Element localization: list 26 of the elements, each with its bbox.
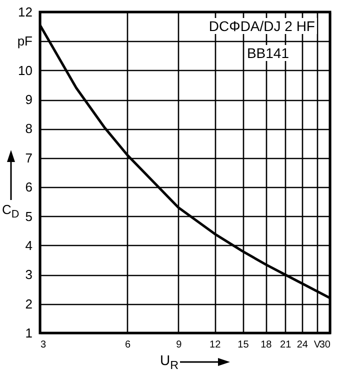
y-tick-label: 8 bbox=[25, 121, 32, 136]
y-tick-label: 7 bbox=[25, 150, 32, 166]
x-tick-label: 18 bbox=[260, 340, 272, 350]
x-tick-label: V bbox=[314, 340, 321, 350]
x-tick-label: 9 bbox=[176, 340, 182, 350]
x-tick-label: 12 bbox=[210, 340, 222, 350]
x-tick-label: 21 bbox=[280, 340, 292, 350]
y-tick-label: 3 bbox=[25, 267, 32, 282]
y-tick-label: 2 bbox=[25, 296, 32, 312]
y-axis-title: C$_{D}$ bbox=[2, 202, 20, 221]
x-tick-label: 3 bbox=[40, 340, 46, 350]
x-tick-label: 6 bbox=[125, 340, 132, 350]
y-tick-label: 1 bbox=[25, 326, 32, 340]
y-tick-label: pF bbox=[17, 34, 33, 49]
y-tick-label: 6 bbox=[25, 180, 32, 195]
x-tick-label: 30 bbox=[319, 340, 331, 350]
x-axis-title: U$_{R}$ bbox=[160, 352, 179, 372]
annotation: BB141 bbox=[244, 45, 291, 61]
annotation: DCΦDA/DJ 2 HF bbox=[206, 18, 317, 34]
y-tick-label: 12 bbox=[18, 4, 32, 20]
y-tick-label: 4 bbox=[25, 238, 32, 253]
y-tick-label: 10 bbox=[18, 62, 32, 78]
x-tick-label: 15 bbox=[238, 340, 250, 350]
x-tick-label: 24 bbox=[296, 340, 308, 350]
y-tick-label: 9 bbox=[25, 92, 32, 108]
y-tick-label: 5 bbox=[25, 208, 32, 224]
